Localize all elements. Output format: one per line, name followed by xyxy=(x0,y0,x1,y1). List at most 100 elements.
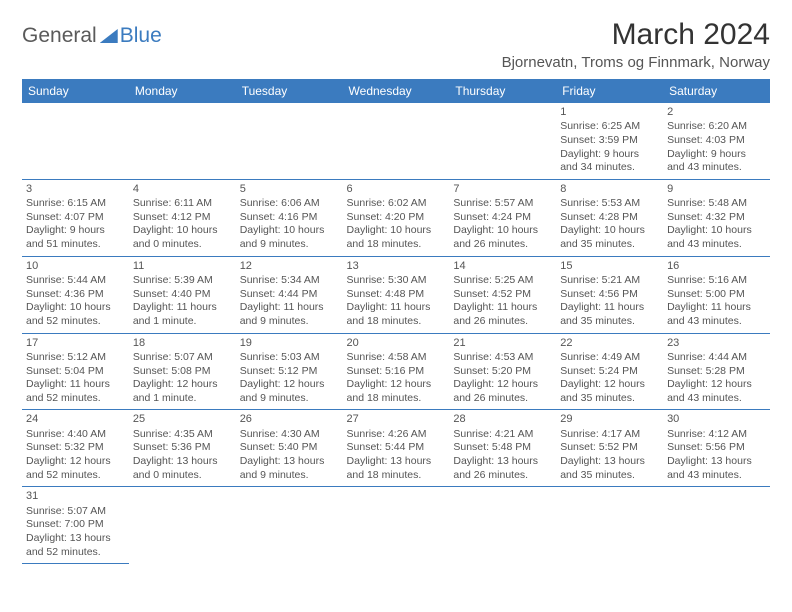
day-number: 30 xyxy=(667,412,766,426)
day-number: 5 xyxy=(240,182,339,196)
day-info-line: and 18 minutes. xyxy=(347,238,446,252)
day-info-line: Sunrise: 5:48 AM xyxy=(667,197,766,211)
day-info-line: and 52 minutes. xyxy=(26,392,125,406)
day-info-line: Daylight: 10 hours xyxy=(133,224,232,238)
page-title: March 2024 xyxy=(502,18,770,52)
day-info-line: Sunset: 4:36 PM xyxy=(26,288,125,302)
calendar-day-cell xyxy=(129,103,236,179)
day-info-line: Daylight: 11 hours xyxy=(133,301,232,315)
calendar-week-row: 24Sunrise: 4:40 AMSunset: 5:32 PMDayligh… xyxy=(22,410,770,487)
day-info-line: Sunset: 5:32 PM xyxy=(26,441,125,455)
calendar-day-cell: 25Sunrise: 4:35 AMSunset: 5:36 PMDayligh… xyxy=(129,410,236,487)
day-info-line: Sunset: 5:20 PM xyxy=(453,365,552,379)
day-info-line: Sunset: 5:48 PM xyxy=(453,441,552,455)
calendar-day-cell: 10Sunrise: 5:44 AMSunset: 4:36 PMDayligh… xyxy=(22,256,129,333)
day-info-line: Sunrise: 4:49 AM xyxy=(560,351,659,365)
day-info-line: and 52 minutes. xyxy=(26,315,125,329)
day-info-line: Sunrise: 5:44 AM xyxy=(26,274,125,288)
day-info-line: Sunrise: 4:12 AM xyxy=(667,428,766,442)
day-info-line: Sunset: 4:20 PM xyxy=(347,211,446,225)
weekday-header: Thursday xyxy=(449,79,556,103)
day-info-line: and 18 minutes. xyxy=(347,469,446,483)
day-info-line: Daylight: 13 hours xyxy=(26,532,125,546)
day-info-line: and 35 minutes. xyxy=(560,315,659,329)
calendar-day-cell: 27Sunrise: 4:26 AMSunset: 5:44 PMDayligh… xyxy=(343,410,450,487)
day-info-line: Daylight: 10 hours xyxy=(240,224,339,238)
calendar-day-cell: 8Sunrise: 5:53 AMSunset: 4:28 PMDaylight… xyxy=(556,179,663,256)
day-info-line: Sunset: 5:56 PM xyxy=(667,441,766,455)
day-info-line: and 26 minutes. xyxy=(453,315,552,329)
calendar-day-cell xyxy=(663,487,770,564)
day-info-line: Sunset: 5:24 PM xyxy=(560,365,659,379)
calendar-body: 1Sunrise: 6:25 AMSunset: 3:59 PMDaylight… xyxy=(22,103,770,564)
calendar-day-cell: 24Sunrise: 4:40 AMSunset: 5:32 PMDayligh… xyxy=(22,410,129,487)
day-info-line: Sunset: 4:12 PM xyxy=(133,211,232,225)
day-info-line: Sunrise: 4:44 AM xyxy=(667,351,766,365)
day-info-line: Sunrise: 5:12 AM xyxy=(26,351,125,365)
day-number: 8 xyxy=(560,182,659,196)
logo-text-part2: Blue xyxy=(120,24,162,48)
day-info-line: and 9 minutes. xyxy=(240,392,339,406)
calendar-day-cell: 14Sunrise: 5:25 AMSunset: 4:52 PMDayligh… xyxy=(449,256,556,333)
day-info-line: and 0 minutes. xyxy=(133,469,232,483)
calendar-table: SundayMondayTuesdayWednesdayThursdayFrid… xyxy=(22,79,770,564)
day-info-line: Sunrise: 4:58 AM xyxy=(347,351,446,365)
calendar-day-cell: 23Sunrise: 4:44 AMSunset: 5:28 PMDayligh… xyxy=(663,333,770,410)
calendar-week-row: 1Sunrise: 6:25 AMSunset: 3:59 PMDaylight… xyxy=(22,103,770,179)
day-info-line: Sunrise: 5:21 AM xyxy=(560,274,659,288)
calendar-day-cell xyxy=(449,103,556,179)
day-number: 26 xyxy=(240,412,339,426)
day-info-line: and 43 minutes. xyxy=(667,161,766,175)
day-info-line: Daylight: 13 hours xyxy=(240,455,339,469)
day-info-line: Sunset: 5:28 PM xyxy=(667,365,766,379)
calendar-day-cell: 6Sunrise: 6:02 AMSunset: 4:20 PMDaylight… xyxy=(343,179,450,256)
day-info-line: Sunrise: 5:07 AM xyxy=(26,505,125,519)
day-info-line: Sunrise: 4:40 AM xyxy=(26,428,125,442)
day-info-line: Sunrise: 6:20 AM xyxy=(667,120,766,134)
calendar-day-cell: 20Sunrise: 4:58 AMSunset: 5:16 PMDayligh… xyxy=(343,333,450,410)
day-info-line: Sunrise: 5:53 AM xyxy=(560,197,659,211)
calendar-day-cell: 19Sunrise: 5:03 AMSunset: 5:12 PMDayligh… xyxy=(236,333,343,410)
calendar-day-cell: 21Sunrise: 4:53 AMSunset: 5:20 PMDayligh… xyxy=(449,333,556,410)
day-info-line: Sunset: 5:52 PM xyxy=(560,441,659,455)
day-info-line: Sunrise: 5:16 AM xyxy=(667,274,766,288)
day-info-line: Sunrise: 5:03 AM xyxy=(240,351,339,365)
day-info-line: and 51 minutes. xyxy=(26,238,125,252)
day-info-line: Daylight: 10 hours xyxy=(347,224,446,238)
day-info-line: Daylight: 10 hours xyxy=(667,224,766,238)
calendar-week-row: 3Sunrise: 6:15 AMSunset: 4:07 PMDaylight… xyxy=(22,179,770,256)
day-info-line: Daylight: 13 hours xyxy=(347,455,446,469)
day-info-line: Sunset: 4:32 PM xyxy=(667,211,766,225)
day-info-line: and 43 minutes. xyxy=(667,469,766,483)
title-block: March 2024 Bjornevatn, Troms og Finnmark… xyxy=(502,18,770,71)
calendar-week-row: 31Sunrise: 5:07 AMSunset: 7:00 PMDayligh… xyxy=(22,487,770,564)
day-number: 12 xyxy=(240,259,339,273)
day-number: 11 xyxy=(133,259,232,273)
calendar-day-cell: 12Sunrise: 5:34 AMSunset: 4:44 PMDayligh… xyxy=(236,256,343,333)
calendar-day-cell: 9Sunrise: 5:48 AMSunset: 4:32 PMDaylight… xyxy=(663,179,770,256)
calendar-day-cell: 1Sunrise: 6:25 AMSunset: 3:59 PMDaylight… xyxy=(556,103,663,179)
day-info-line: Sunrise: 5:39 AM xyxy=(133,274,232,288)
calendar-day-cell: 26Sunrise: 4:30 AMSunset: 5:40 PMDayligh… xyxy=(236,410,343,487)
day-number: 6 xyxy=(347,182,446,196)
day-info-line: Sunset: 5:04 PM xyxy=(26,365,125,379)
day-number: 19 xyxy=(240,336,339,350)
day-info-line: Sunrise: 4:35 AM xyxy=(133,428,232,442)
calendar-day-cell xyxy=(556,487,663,564)
day-info-line: Sunset: 4:16 PM xyxy=(240,211,339,225)
day-info-line: Daylight: 11 hours xyxy=(26,378,125,392)
day-info-line: Sunrise: 5:57 AM xyxy=(453,197,552,211)
day-info-line: Daylight: 13 hours xyxy=(667,455,766,469)
day-number: 28 xyxy=(453,412,552,426)
day-info-line: Sunset: 4:52 PM xyxy=(453,288,552,302)
day-info-line: Daylight: 12 hours xyxy=(133,378,232,392)
calendar-day-cell: 28Sunrise: 4:21 AMSunset: 5:48 PMDayligh… xyxy=(449,410,556,487)
day-info-line: and 35 minutes. xyxy=(560,238,659,252)
day-number: 9 xyxy=(667,182,766,196)
page-subtitle: Bjornevatn, Troms og Finnmark, Norway xyxy=(502,54,770,71)
day-info-line: Sunrise: 5:07 AM xyxy=(133,351,232,365)
weekday-header: Tuesday xyxy=(236,79,343,103)
day-number: 27 xyxy=(347,412,446,426)
day-info-line: Sunset: 7:00 PM xyxy=(26,518,125,532)
day-info-line: and 43 minutes. xyxy=(667,392,766,406)
